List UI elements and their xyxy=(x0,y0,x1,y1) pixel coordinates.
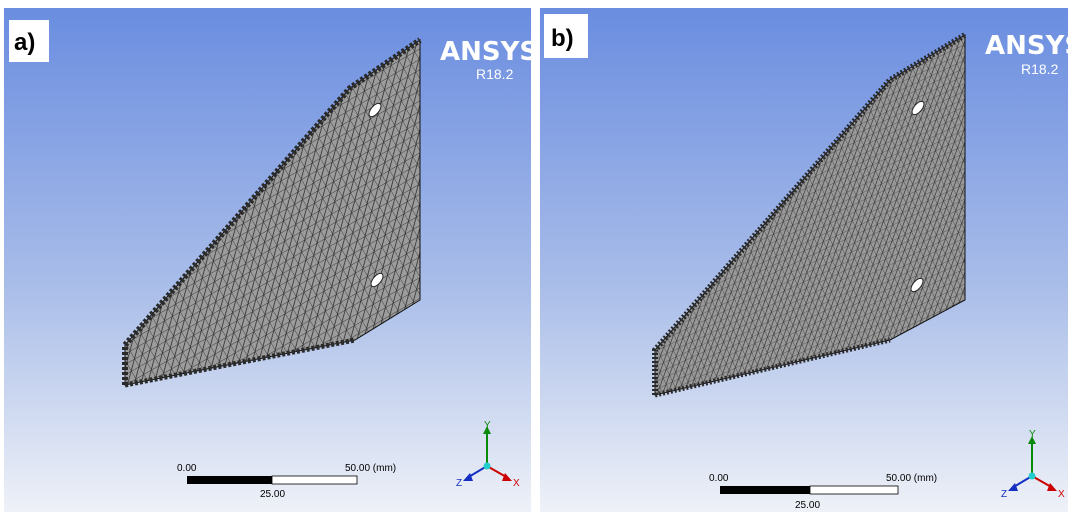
scale-end: 50.00 (mm) xyxy=(886,473,937,484)
scale-mid: 25.00 xyxy=(260,489,285,500)
scale-bar xyxy=(810,486,898,494)
panel-label: b) xyxy=(551,25,574,52)
axis-y: Y xyxy=(484,420,491,431)
panel-a: a) ANSYS R18.2 0.00 50.00 (mm) 25.00 Y Z… xyxy=(4,8,538,512)
panel-b: b) ANSYS R18.2 0.00 50.00 (mm) 25.00 Y Z… xyxy=(540,8,1068,512)
scale-end: 50.00 (mm) xyxy=(345,463,396,474)
version: R18.2 xyxy=(1021,61,1059,77)
version: R18.2 xyxy=(476,66,514,82)
axis-x: X xyxy=(513,478,520,489)
axis-x: X xyxy=(1058,489,1065,500)
logo: ANSYS xyxy=(985,31,1068,61)
logo: ANSYS xyxy=(440,37,538,67)
axis-z: Z xyxy=(456,478,462,489)
scale-mid: 25.00 xyxy=(795,500,820,511)
scale-start: 0.00 xyxy=(177,463,197,474)
figure: a) ANSYS R18.2 0.00 50.00 (mm) 25.00 Y Z… xyxy=(0,0,1068,512)
panel-label: a) xyxy=(14,29,35,56)
scale-bar xyxy=(720,486,810,494)
scale-bar xyxy=(187,476,272,484)
scale-bar xyxy=(272,476,357,484)
scale-start: 0.00 xyxy=(709,473,729,484)
axis-y: Y xyxy=(1029,429,1036,440)
axis-z: Z xyxy=(1001,489,1007,500)
